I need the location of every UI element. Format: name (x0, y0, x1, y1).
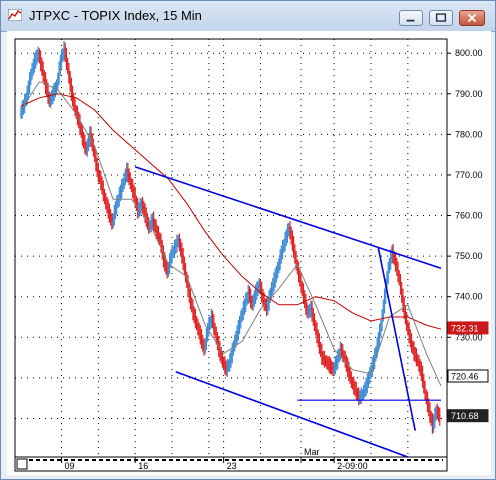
window-title: JTPXC - TOPIX Index, 15 Min (29, 8, 202, 23)
y-tick-label: 760.00 (455, 211, 483, 221)
y-tick-label: 790.00 (455, 89, 483, 99)
scroll-start-handle[interactable] (16, 458, 28, 470)
upper-channel-trendline[interactable] (134, 166, 442, 270)
price-badge-label: 732.31 (451, 323, 479, 333)
slow-moving-average-line (20, 93, 442, 330)
chart-area[interactable]: 800.00 790.00 780.00 770.00 760.00 750.00 740.… (7, 31, 491, 475)
fast-moving-average-line (20, 80, 442, 387)
y-tick-label: 750.00 (455, 251, 483, 261)
plot-frame (14, 38, 448, 458)
y-tick-label: 800.00 (455, 48, 483, 58)
price-badge-label: 710.68 (451, 411, 479, 421)
minimize-button[interactable] (399, 10, 423, 26)
price-badge-red (447, 321, 489, 335)
close-button[interactable] (459, 10, 485, 26)
y-tick-label: 780.00 (455, 129, 483, 139)
maximize-button[interactable] (429, 10, 453, 26)
y-tick-label: 740.00 (455, 292, 483, 302)
x-tick-label: 16 (138, 461, 148, 471)
price-chart[interactable]: 800.00 790.00 780.00 770.00 760.00 750.00 740.… (7, 31, 491, 475)
y-tick-label: 730.00 (455, 332, 483, 342)
price-badge-dark (447, 409, 489, 423)
chart-app-icon (8, 9, 22, 21)
x-tick-label: 23 (227, 461, 237, 471)
x-tick-label: 2-09:00 (337, 461, 368, 471)
maximize-icon (435, 13, 447, 22)
minimize-icon (406, 19, 415, 22)
y-tick-label: 770.00 (455, 170, 483, 180)
price-badge-plain (447, 369, 489, 383)
lower-channel-trendline[interactable] (175, 371, 409, 458)
x-tick-label: 09 (65, 461, 75, 471)
close-icon (467, 13, 477, 23)
price-badge-label: 720.46 (451, 371, 479, 381)
title-bar[interactable]: JTPXC - TOPIX Index, 15 Min (1, 1, 495, 32)
x-tick-label: Mar (304, 447, 320, 457)
